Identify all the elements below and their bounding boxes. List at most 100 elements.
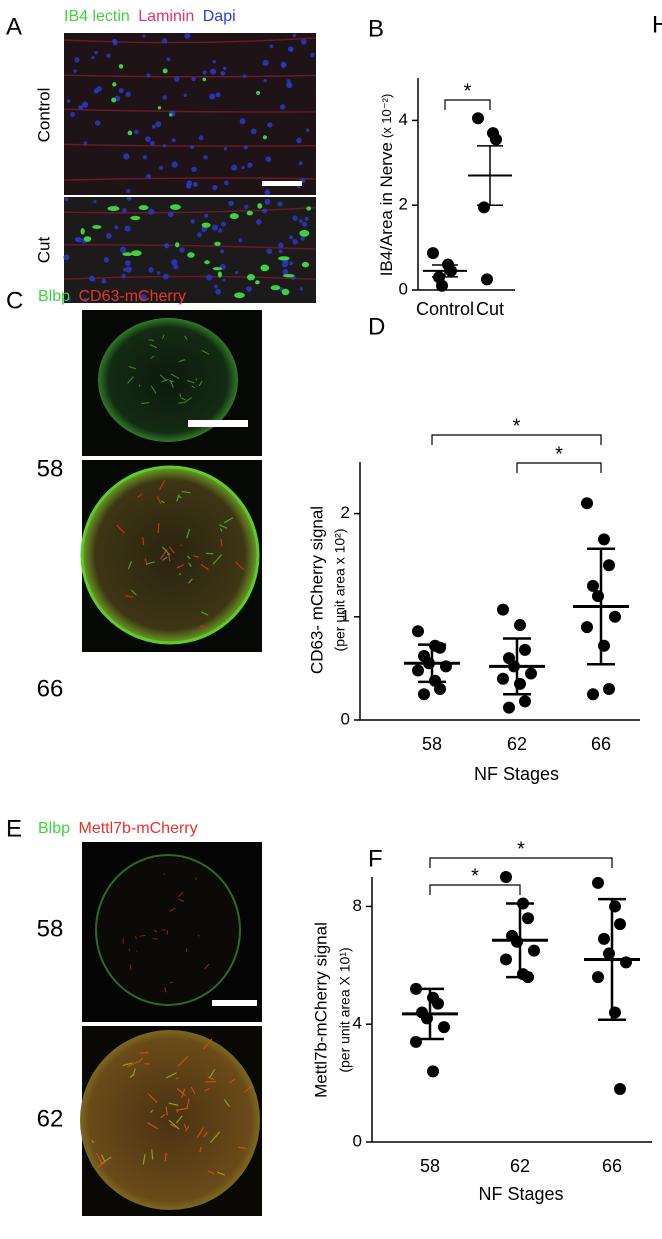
significance-bracket — [429, 884, 521, 895]
nucleus — [266, 248, 273, 255]
significance-bracket — [429, 857, 613, 868]
nucleus — [214, 284, 218, 289]
nucleus — [184, 32, 191, 39]
data-point — [436, 279, 448, 292]
data-point — [418, 688, 430, 701]
fiber — [175, 1077, 179, 1080]
y-tick-label: 8 — [353, 896, 362, 915]
nucleus — [220, 71, 226, 76]
ib4-cell — [256, 90, 261, 95]
nucleus — [111, 38, 118, 44]
fiber — [241, 520, 246, 526]
nucleus — [190, 145, 195, 150]
significance-label: * — [471, 865, 479, 887]
ib4-cell — [217, 271, 222, 278]
nucleus — [93, 88, 99, 94]
x-tick-label: 58 — [422, 734, 442, 754]
ib4-cell — [262, 135, 268, 140]
fiber — [96, 1152, 103, 1164]
micrograph-texture — [63, 32, 317, 302]
fiber — [147, 1122, 159, 1130]
fiber — [152, 937, 158, 940]
fiber — [178, 572, 181, 576]
fiber — [134, 936, 138, 940]
fiber — [128, 366, 136, 370]
nucleus — [155, 121, 162, 128]
nucleus — [164, 243, 170, 249]
ib4-cell — [202, 77, 207, 82]
nucleus — [124, 225, 131, 232]
nucleus — [299, 219, 303, 224]
nucleus — [95, 120, 101, 126]
data-point — [587, 579, 599, 592]
fiber — [235, 561, 245, 571]
fiber — [63, 275, 317, 280]
nucleus — [215, 92, 221, 98]
y-tick-label: 2 — [399, 195, 408, 214]
fiber — [144, 558, 148, 565]
fiber — [142, 537, 145, 545]
nucleus — [202, 70, 207, 75]
nucleus — [91, 55, 95, 60]
nucleus — [66, 99, 71, 103]
stain: Blbp — [38, 288, 70, 305]
nucleus — [121, 273, 127, 279]
data-point — [500, 953, 512, 966]
data-point — [581, 621, 593, 634]
ib4-cell — [306, 206, 312, 211]
nucleus — [101, 278, 107, 284]
fiber — [201, 611, 209, 616]
fiber — [183, 1123, 187, 1129]
nucleus — [126, 188, 131, 194]
nucleus — [190, 219, 195, 224]
nucleus — [171, 161, 178, 168]
fiber — [176, 564, 185, 569]
nucleus — [78, 105, 84, 111]
nucleus — [183, 93, 187, 98]
nucleus — [123, 153, 130, 160]
fiber — [179, 393, 182, 398]
micrograph-texture — [116, 334, 246, 629]
fiber — [164, 987, 167, 993]
nucleus — [151, 124, 156, 129]
fiber — [176, 494, 180, 502]
y-tick-label: 2 — [341, 503, 350, 522]
ib4-cell — [214, 241, 221, 246]
ib4-cell — [246, 273, 255, 281]
scale-bar — [262, 181, 302, 186]
fiber — [168, 546, 175, 554]
nucleus — [234, 270, 239, 275]
nucleus — [292, 238, 298, 245]
ib4-cell — [131, 250, 142, 257]
significance-label: * — [513, 415, 521, 437]
fiber — [166, 929, 169, 935]
fiber — [150, 1109, 154, 1113]
nucleus — [156, 271, 161, 275]
ib4-cell — [201, 222, 211, 228]
ib4-cell — [138, 205, 149, 211]
fiber — [238, 1146, 246, 1149]
stain: Blbp — [38, 820, 70, 837]
nucleus — [267, 122, 273, 128]
fiber — [181, 490, 191, 494]
nucleus — [278, 242, 284, 249]
nucleus — [241, 165, 245, 170]
data-point — [497, 603, 509, 616]
nucleus — [298, 161, 303, 166]
nucleus — [286, 79, 291, 83]
fiber — [212, 554, 223, 565]
fiber — [188, 562, 192, 567]
data-point — [490, 133, 502, 146]
data-point — [614, 918, 626, 931]
fiber — [159, 479, 166, 490]
y-axis-title: CD63- mCherry signal — [307, 506, 326, 674]
nucleus — [239, 118, 246, 125]
nucleus — [220, 249, 225, 254]
fiber — [181, 1088, 186, 1098]
x-axis-title: NF Stages — [474, 764, 559, 784]
fiber — [130, 589, 137, 596]
fiber — [186, 379, 195, 384]
nucleus — [278, 249, 283, 254]
fiber — [220, 539, 223, 547]
